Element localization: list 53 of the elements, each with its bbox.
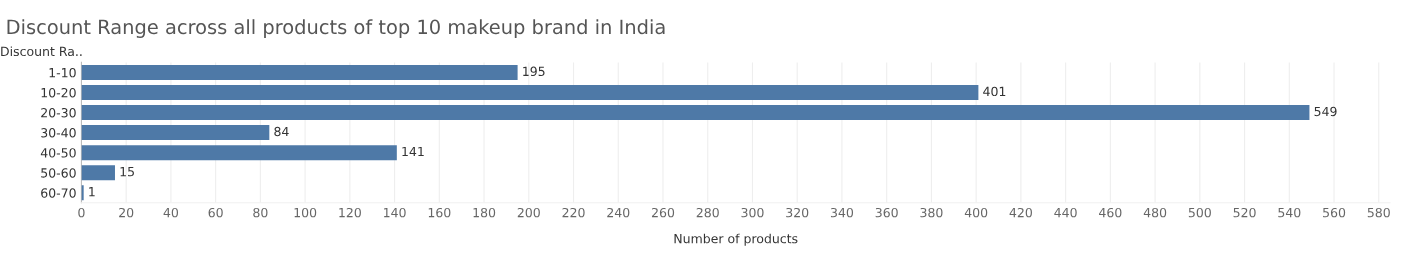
data-label: 195: [523, 66, 545, 77]
x-tick-label: 60: [208, 207, 223, 218]
data-label: 141: [402, 146, 424, 157]
y-tick-label: 1-10: [49, 67, 76, 78]
y-tick-label: 30-40: [41, 128, 76, 138]
x-tick-label: 320: [786, 207, 809, 218]
x-tick-label: 200: [517, 207, 540, 218]
x-tick-label: 540: [1278, 207, 1301, 218]
x-tick-label: 260: [651, 207, 675, 218]
data-label: 1: [89, 187, 95, 197]
data-label: 401: [983, 86, 1006, 97]
x-tick-label: 280: [696, 207, 719, 218]
x-tick-label: 460: [1099, 207, 1122, 218]
x-tick-label: 360: [875, 207, 898, 218]
bar: [81, 165, 115, 181]
bar: [81, 64, 518, 80]
x-tick-label: 340: [830, 207, 854, 218]
x-tick-label: 580: [1367, 207, 1390, 218]
x-axis-title: Number of products: [674, 233, 798, 246]
data-label: 84: [274, 126, 289, 137]
x-tick-label: 160: [428, 207, 451, 218]
x-tick-label: 120: [339, 207, 361, 218]
bar: [81, 145, 397, 161]
y-tick-label: 50-60: [41, 168, 76, 178]
chart-title: Discount Range across all products of top 10 makeup brand in India: [7, 19, 665, 39]
bar: [81, 125, 270, 141]
y-tick-label: 40-50: [40, 148, 76, 158]
x-tick-label: 520: [1233, 207, 1256, 218]
x-tick-label: 220: [562, 207, 585, 218]
bar: [81, 105, 1310, 121]
x-tick-label: 240: [607, 207, 630, 218]
bar: [81, 84, 979, 101]
y-tick-label: 10-20: [41, 87, 76, 98]
x-tick-label: 560: [1323, 207, 1346, 218]
x-tick-label: 40: [163, 207, 179, 218]
x-tick-label: 140: [384, 207, 406, 218]
x-tick-label: 180: [473, 207, 496, 218]
x-tick-label: 400: [964, 207, 988, 218]
x-tick-label: 80: [253, 207, 268, 218]
data-label: 549: [1314, 106, 1337, 117]
x-tick-label: 300: [741, 207, 764, 218]
x-tick-label: 500: [1188, 207, 1211, 218]
x-tick-label: 480: [1143, 207, 1167, 218]
x-tick-label: 380: [920, 207, 943, 218]
y-tick-label: 20-30: [41, 108, 76, 118]
x-tick-label: 420: [1009, 207, 1032, 218]
x-tick-label: 0: [78, 207, 85, 218]
y-axis-title: Discount Ra..: [1, 46, 82, 57]
x-tick-label: 20: [119, 207, 134, 218]
x-tick-label: 100: [294, 207, 317, 218]
data-label: 15: [120, 167, 134, 177]
x-tick-label: 440: [1054, 207, 1077, 218]
y-tick-label: 60-70: [41, 188, 76, 198]
